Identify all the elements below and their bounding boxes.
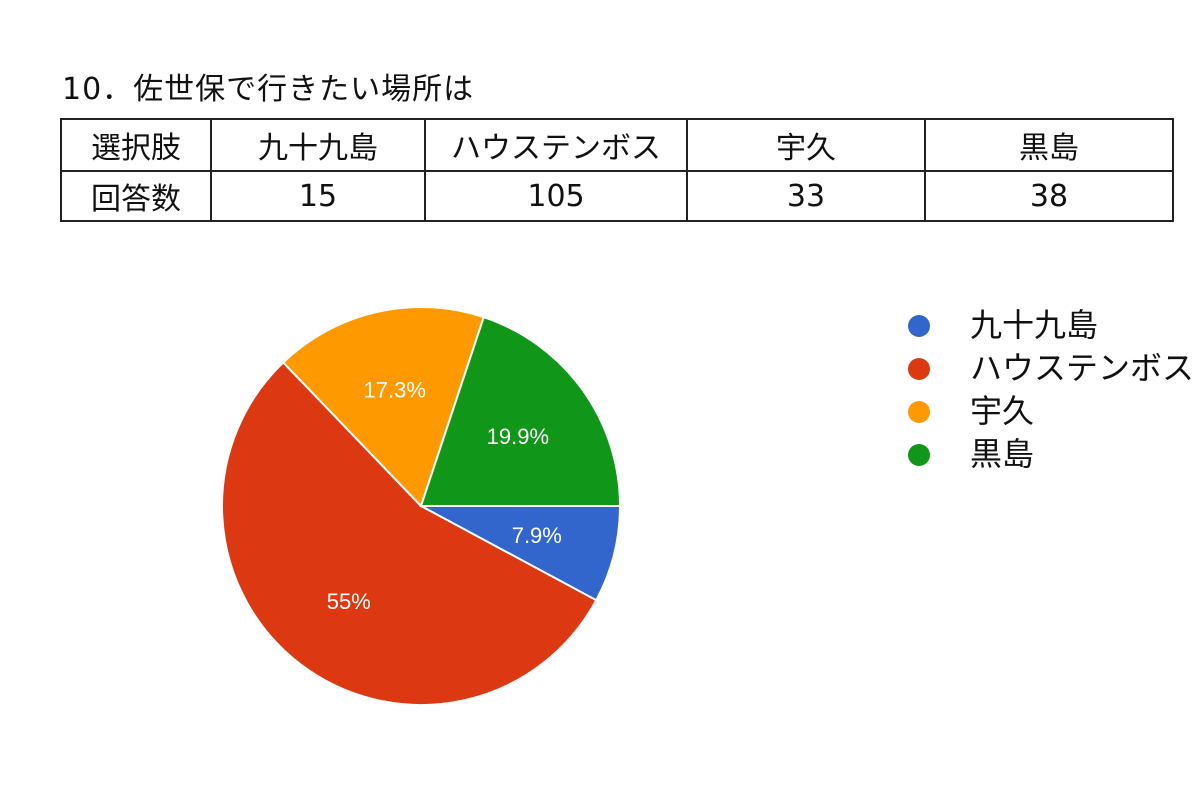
choice-cell: 宇久 [686, 118, 926, 172]
slice-label: 55% [327, 589, 371, 614]
choice-cell: ハウステンボス [424, 118, 688, 172]
pie-slice [419, 315, 622, 507]
legend-label: 九十九島 [970, 306, 1099, 344]
table-row: 回答数 15 105 33 38 [60, 170, 1174, 222]
question-title: 10．佐世保で行きたい場所は [62, 72, 475, 107]
count-cell: 105 [424, 170, 688, 222]
legend-item: 宇久 [908, 390, 1194, 433]
count-cell: 38 [924, 170, 1174, 222]
legend-swatch [908, 357, 930, 380]
choice-cell: 九十九島 [210, 118, 426, 172]
legend-item: 九十九島 [908, 304, 1194, 347]
count-cell: 33 [686, 170, 926, 222]
legend-item: ハウステンボス [908, 347, 1194, 390]
legend-label: 黒島 [970, 435, 1035, 473]
legend-label: 宇久 [970, 392, 1035, 430]
table-row: 選択肢 九十九島 ハウステンボス 宇久 黒島 [60, 118, 1174, 172]
count-label-cell: 回答数 [60, 170, 212, 222]
slice-label: 19.9% [487, 424, 549, 449]
legend-swatch [908, 443, 930, 466]
slice-label: 7.9% [512, 523, 562, 548]
slice-label: 17.3% [364, 378, 426, 403]
pie-slice [281, 306, 486, 508]
header-label-cell: 選択肢 [60, 118, 212, 172]
legend-swatch [908, 314, 930, 337]
pie-slice [420, 505, 622, 602]
pie-slice [221, 361, 598, 706]
legend-label: ハウステンボス [970, 349, 1195, 387]
legend-swatch [908, 400, 930, 423]
choice-cell: 黒島 [924, 118, 1174, 172]
chart-legend: 九十九島ハウステンボス 宇久黒島 [908, 304, 1194, 476]
count-cell: 15 [210, 170, 426, 222]
response-table: 選択肢 九十九島 ハウステンボス 宇久 黒島 回答数 15 105 33 38 [60, 118, 1174, 222]
legend-item: 黒島 [908, 433, 1194, 476]
